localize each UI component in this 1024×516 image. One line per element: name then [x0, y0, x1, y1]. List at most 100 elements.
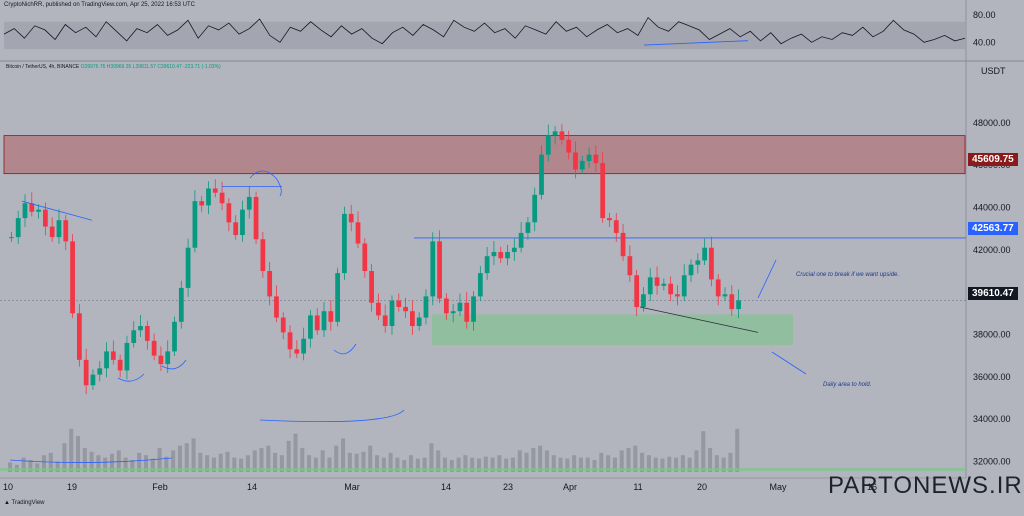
candle-body: [552, 131, 558, 136]
candle-body: [382, 315, 388, 327]
volume-bar: [476, 458, 482, 472]
candle-body: [709, 247, 714, 280]
x-tick-label-1: 19: [67, 482, 77, 492]
volume-bar: [422, 457, 427, 472]
candle-body: [688, 264, 694, 276]
x-tick-label-3: 14: [247, 482, 257, 492]
support-trendline: [639, 306, 759, 333]
candle-body: [328, 311, 334, 322]
candle-body: [151, 340, 157, 356]
volume-bar: [320, 450, 325, 472]
publish-header: CryptoNichRR, published on TradingView.c…: [4, 2, 195, 8]
candle-body: [369, 271, 374, 303]
candle-body: [321, 311, 327, 331]
volume-bar: [463, 455, 468, 472]
volume-bar: [157, 448, 162, 472]
rsi-band: [4, 21, 965, 50]
candle-body: [484, 256, 490, 274]
volume-bar: [415, 458, 420, 472]
volume-bar: [62, 443, 67, 472]
volume-bar: [109, 453, 115, 472]
tradingview-logo: ▲ TradingView: [4, 500, 45, 506]
candle-body: [464, 302, 470, 322]
volume-bar: [402, 460, 407, 472]
candle-body: [267, 271, 273, 297]
volume-bar: [640, 452, 645, 472]
annotation-arrow: [771, 351, 807, 375]
volume-bar: [531, 448, 536, 472]
candle-body: [518, 232, 524, 248]
candle-body: [695, 260, 701, 265]
support-zone: [432, 314, 793, 346]
volume-bar: [41, 455, 47, 472]
volume-bar: [735, 428, 740, 472]
volume-bar: [245, 455, 250, 472]
volume-bar: [388, 452, 393, 472]
volume-bar: [69, 428, 74, 472]
volume-bar: [143, 455, 149, 472]
candle-body: [736, 300, 741, 310]
candle-body: [253, 196, 259, 240]
candle-body: [607, 218, 612, 221]
x-tick-label-9: 20: [697, 482, 707, 492]
volume-bar: [286, 440, 291, 472]
volume-bar: [653, 457, 658, 472]
candle-body: [437, 241, 442, 299]
candle-body: [715, 279, 721, 297]
candle-body: [117, 359, 123, 371]
volume-bar: [626, 448, 631, 472]
candle-body: [15, 218, 21, 238]
volume-bar: [572, 455, 577, 472]
candle-body: [274, 296, 279, 318]
volume-bar: [164, 456, 169, 472]
volume-bar: [558, 457, 563, 472]
drawn-arc: [333, 343, 357, 355]
candle-body: [702, 247, 707, 261]
candle-body: [647, 277, 653, 295]
volume-bar: [55, 461, 60, 472]
volume-bar: [565, 458, 570, 472]
y-axis-unit-label: USDT: [981, 66, 1006, 76]
candle-body: [314, 315, 320, 331]
volume-bar: [205, 455, 210, 472]
volume-bar: [504, 458, 509, 472]
candle-body: [76, 313, 82, 360]
candle-body: [206, 188, 211, 206]
rsi-divergence-line: [643, 40, 749, 46]
candle-body: [532, 194, 538, 223]
candle-body: [56, 220, 62, 238]
candle-body: [226, 203, 232, 223]
rsi-tick-label-1: 40.00: [973, 37, 996, 47]
volume-bar: [592, 460, 597, 472]
volume-bar: [82, 448, 87, 472]
candle-body: [505, 251, 510, 259]
candle-body: [396, 300, 402, 307]
volume-bar: [116, 450, 121, 472]
volume-bar: [300, 448, 305, 472]
volume-bar: [171, 450, 176, 472]
candle-body: [416, 317, 422, 327]
candle-body: [566, 139, 572, 153]
volume-bar: [708, 448, 713, 472]
candle-body: [308, 315, 313, 339]
volume-bar: [89, 451, 94, 472]
candle-body: [342, 213, 347, 274]
volume-bar: [680, 455, 685, 472]
volume-bar: [714, 455, 719, 472]
volume-bar: [612, 457, 617, 472]
y-tick-label-6: 36000.00: [973, 372, 1011, 382]
volume-bar: [694, 450, 699, 472]
volume-bar: [544, 450, 549, 472]
candle-body: [335, 273, 340, 322]
candle-body: [63, 220, 69, 242]
x-tick-label-5: 14: [441, 482, 451, 492]
y-tick-label-8: 32000.00: [973, 456, 1011, 466]
volume-bar: [517, 450, 522, 472]
volume-bar: [259, 448, 264, 472]
candle-body: [280, 317, 286, 333]
resistance-zone: [3, 135, 966, 175]
volume-bar: [354, 453, 359, 472]
candle-body: [70, 241, 75, 314]
candle-body: [240, 209, 245, 236]
